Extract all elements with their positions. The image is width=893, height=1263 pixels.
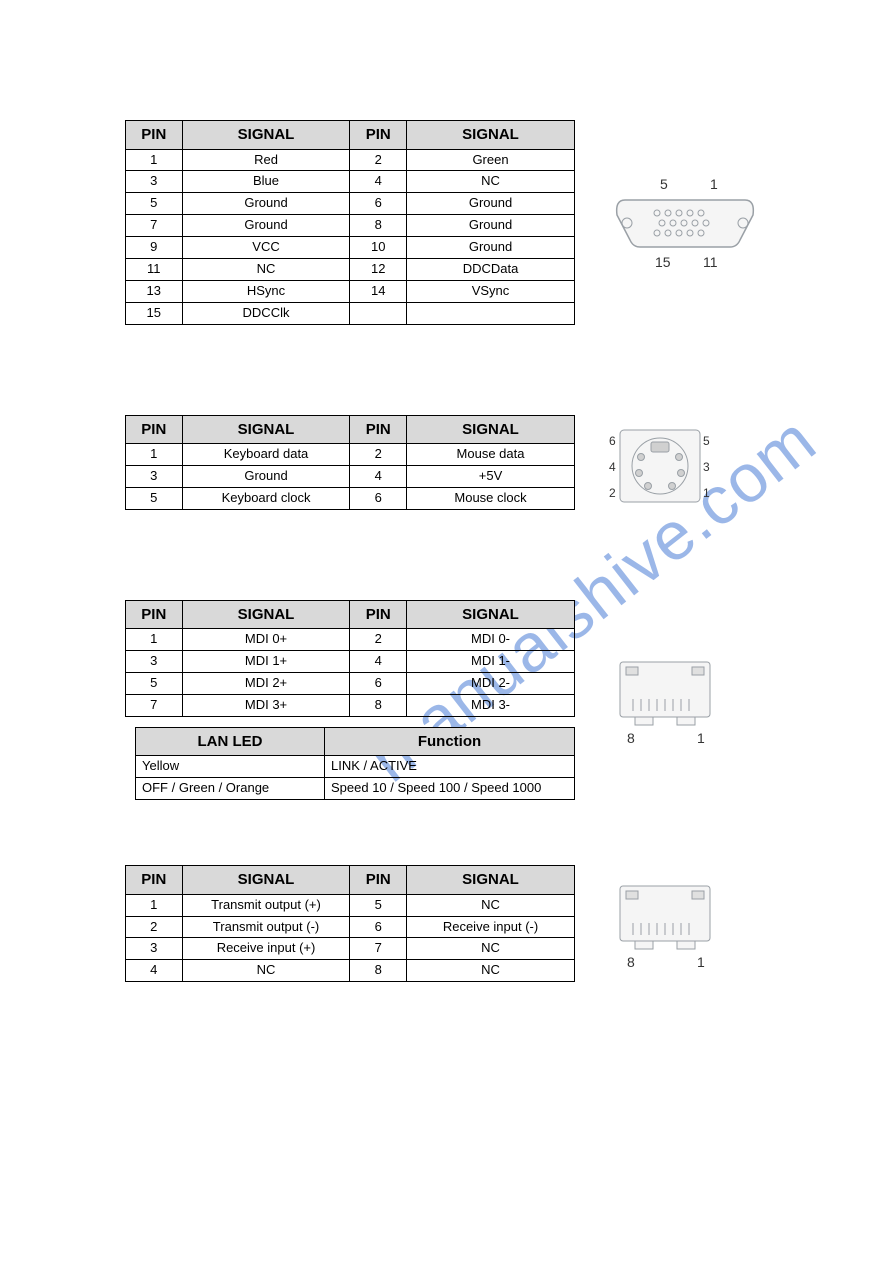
svg-text:1: 1 (710, 176, 718, 192)
th-pin: PIN (126, 866, 183, 895)
th-signal: SIGNAL (182, 415, 350, 444)
table-row: 5Ground6Ground (126, 193, 575, 215)
svg-text:8: 8 (627, 954, 635, 970)
table-row: 13HSync14VSync (126, 280, 575, 302)
svg-text:2: 2 (609, 486, 616, 500)
svg-text:15: 15 (655, 254, 671, 270)
th-pin: PIN (126, 600, 183, 629)
table-row: YellowLINK / ACTIVE (136, 756, 575, 778)
table-row: 1MDI 0+2MDI 0- (126, 629, 575, 651)
rj45-connector-diagram: 8 1 (605, 871, 725, 986)
table-row: OFF / Green / OrangeSpeed 10 / Speed 100… (136, 778, 575, 800)
svg-text:3: 3 (703, 460, 710, 474)
table-row: 7MDI 3+8MDI 3- (126, 694, 575, 716)
th-lanled: LAN LED (136, 727, 325, 756)
svg-text:6: 6 (609, 434, 616, 448)
rj45-10-100-pinout-table: PIN SIGNAL PIN SIGNAL 1Transmit output (… (125, 865, 575, 982)
table-row: 15DDCClk (126, 302, 575, 324)
lan-section: PIN SIGNAL PIN SIGNAL 1MDI 0+2MDI 0- 3MD… (0, 600, 893, 810)
table-row: 1Transmit output (+)5NC (126, 894, 575, 916)
svg-text:5: 5 (660, 176, 668, 192)
svg-text:4: 4 (609, 460, 616, 474)
th-signal: SIGNAL (407, 415, 575, 444)
svg-text:1: 1 (697, 954, 705, 970)
vga-pinout-table: PIN SIGNAL PIN SIGNAL 1Red2Green 3Blue4N… (125, 120, 575, 325)
table-row: 2Transmit output (-)6Receive input (-) (126, 916, 575, 938)
lan-led-table: LAN LED Function YellowLINK / ACTIVE OFF… (135, 727, 575, 800)
svg-text:1: 1 (703, 486, 710, 500)
lan-pinout-table: PIN SIGNAL PIN SIGNAL 1MDI 0+2MDI 0- 3MD… (125, 600, 575, 717)
ps2-pinout-table: PIN SIGNAL PIN SIGNAL 1Keyboard data2Mou… (125, 415, 575, 510)
table-row: 3Ground4+5V (126, 466, 575, 488)
svg-text:8: 8 (627, 730, 635, 746)
vga-connector-diagram: 5 1 15 11 (605, 175, 765, 280)
th-signal: SIGNAL (182, 121, 350, 150)
th-pin: PIN (350, 866, 407, 895)
th-signal: SIGNAL (182, 600, 350, 629)
table-row: 3MDI 1+4MDI 1- (126, 651, 575, 673)
th-signal: SIGNAL (182, 866, 350, 895)
rj45-connector-diagram: 8 1 (605, 647, 725, 762)
svg-text:11: 11 (703, 254, 718, 270)
table-row: 4NC8NC (126, 960, 575, 982)
table-row: 9VCC10Ground (126, 237, 575, 259)
svg-text:5: 5 (703, 434, 710, 448)
table-row: 3Blue4NC (126, 171, 575, 193)
table-row: 1Keyboard data2Mouse data (126, 444, 575, 466)
table-row: 5Keyboard clock6Mouse clock (126, 487, 575, 509)
th-pin: PIN (126, 121, 183, 150)
th-pin: PIN (350, 415, 407, 444)
table-row: 1Red2Green (126, 149, 575, 171)
table-row: 3Receive input (+)7NC (126, 938, 575, 960)
vga-section: PIN SIGNAL PIN SIGNAL 1Red2Green 3Blue4N… (0, 120, 893, 335)
table-row: 11NC12DDCData (126, 258, 575, 280)
table-row: 5MDI 2+6MDI 2- (126, 673, 575, 695)
ps2-section: PIN SIGNAL PIN SIGNAL 1Keyboard data2Mou… (0, 415, 893, 520)
th-signal: SIGNAL (407, 866, 575, 895)
th-pin: PIN (126, 415, 183, 444)
th-function: Function (325, 727, 575, 756)
th-pin: PIN (350, 121, 407, 150)
rj45-10-100-section: PIN SIGNAL PIN SIGNAL 1Transmit output (… (0, 865, 893, 992)
th-signal: SIGNAL (407, 121, 575, 150)
table-row: 7Ground8Ground (126, 215, 575, 237)
svg-text:1: 1 (697, 730, 705, 746)
ps2-connector-diagram: 6 5 4 3 2 1 (605, 415, 715, 520)
th-signal: SIGNAL (407, 600, 575, 629)
th-pin: PIN (350, 600, 407, 629)
